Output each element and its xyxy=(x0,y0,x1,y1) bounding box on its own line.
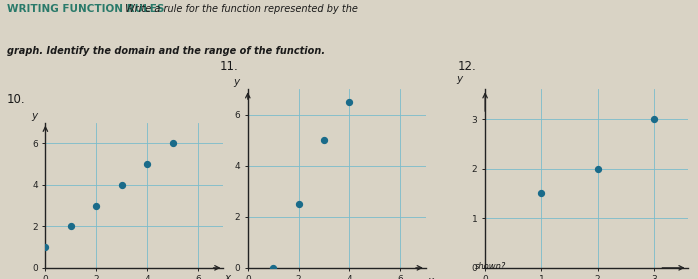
Point xyxy=(116,183,127,187)
Text: x: x xyxy=(427,276,433,279)
Text: y: y xyxy=(31,111,37,121)
Point xyxy=(344,100,355,104)
Text: shown?: shown? xyxy=(475,262,506,271)
Point xyxy=(592,166,603,171)
Point xyxy=(142,162,153,167)
Text: y: y xyxy=(233,77,239,87)
Text: 10.: 10. xyxy=(7,93,26,106)
Text: WRITING FUNCTION RULES: WRITING FUNCTION RULES xyxy=(7,4,164,14)
Point xyxy=(91,203,102,208)
Text: graph. Identify the domain and the range of the function.: graph. Identify the domain and the range… xyxy=(7,46,325,56)
Point xyxy=(65,224,76,229)
Text: 11.: 11. xyxy=(220,59,239,73)
Text: y: y xyxy=(456,74,463,84)
Point xyxy=(267,266,279,270)
Point xyxy=(648,117,660,121)
Text: 12.: 12. xyxy=(457,59,476,73)
Point xyxy=(293,202,304,206)
Point xyxy=(536,191,547,196)
Point xyxy=(40,245,51,249)
Text: x: x xyxy=(225,273,231,279)
Text: Write a rule for the function represented by the: Write a rule for the function represente… xyxy=(122,4,358,14)
Point xyxy=(318,138,329,143)
Point xyxy=(167,141,178,146)
